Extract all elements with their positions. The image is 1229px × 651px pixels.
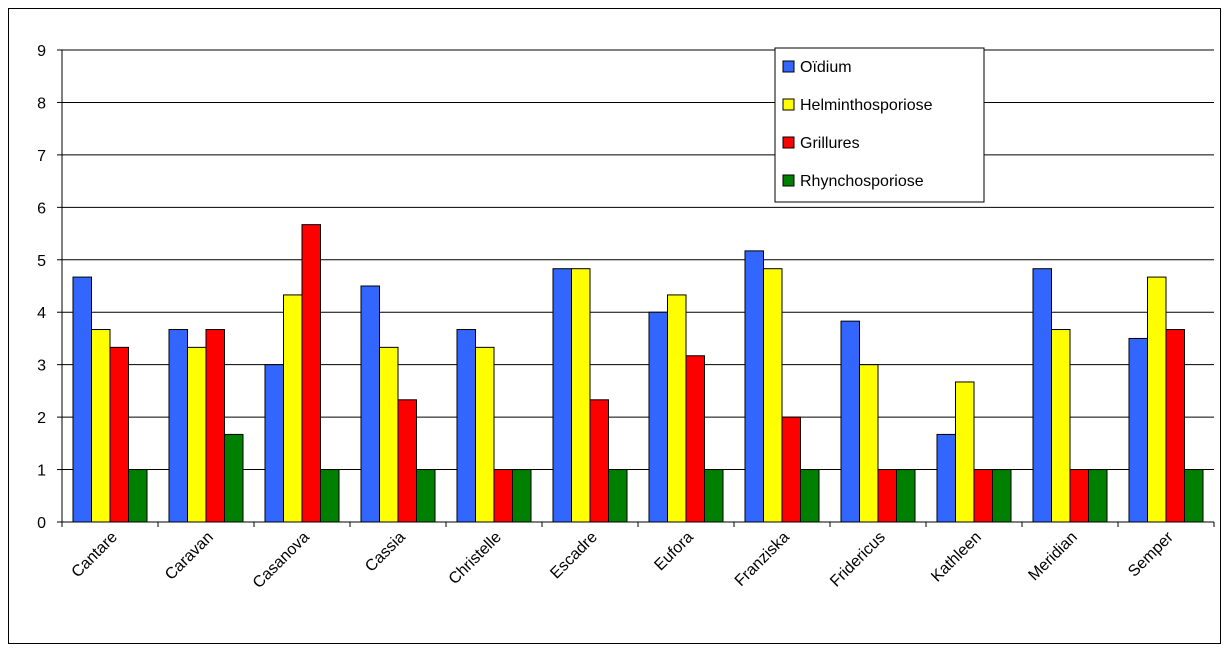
bar xyxy=(1165,329,1185,523)
bar xyxy=(781,416,801,523)
bar xyxy=(648,311,668,523)
y-tick-label: 6 xyxy=(37,200,46,217)
bar xyxy=(1184,469,1204,523)
x-tick-label: Christelle xyxy=(446,529,505,588)
bar xyxy=(91,329,111,523)
x-tick-label: Franziska xyxy=(732,529,793,590)
bar xyxy=(704,469,724,523)
bar xyxy=(800,469,820,523)
bar xyxy=(1088,469,1108,523)
x-tick-label: Fridericus xyxy=(827,529,889,591)
bar xyxy=(1051,329,1071,523)
x-tick-label: Kathleen xyxy=(928,529,985,586)
y-tick-label: 3 xyxy=(37,358,46,375)
y-tick-label: 5 xyxy=(37,253,46,270)
bar xyxy=(493,469,513,523)
legend-label: Rhynchosporiose xyxy=(800,173,924,190)
x-tick-label: Eufora xyxy=(651,529,696,574)
bar xyxy=(667,294,687,523)
bar xyxy=(416,469,436,523)
bar xyxy=(397,399,417,523)
bar xyxy=(840,320,860,523)
legend-box xyxy=(774,47,985,203)
bar xyxy=(744,250,764,523)
bar xyxy=(360,285,380,523)
bar xyxy=(512,469,532,523)
bar xyxy=(379,346,399,523)
bar xyxy=(1032,268,1052,523)
y-tick-label: 0 xyxy=(37,515,46,532)
bar xyxy=(589,399,609,523)
legend-label: Helminthosporiose xyxy=(800,97,933,114)
x-tick-label: Cassia xyxy=(362,529,409,576)
bar xyxy=(301,224,321,523)
bar xyxy=(320,469,340,523)
y-tick-label: 1 xyxy=(37,463,46,480)
bar xyxy=(109,346,129,523)
x-tick-label: Casanova xyxy=(250,529,313,592)
bar xyxy=(168,329,188,523)
bar xyxy=(936,433,956,523)
bar xyxy=(475,346,495,523)
legend-swatch xyxy=(782,60,795,73)
y-tick-label: 9 xyxy=(37,43,46,60)
y-tick-label: 2 xyxy=(37,410,46,427)
bar xyxy=(571,268,591,523)
bar xyxy=(264,364,284,523)
bar xyxy=(859,364,879,523)
chart-frame xyxy=(8,8,1221,644)
bar xyxy=(973,469,993,523)
legend-label: Oïdium xyxy=(800,59,852,76)
bar xyxy=(456,329,476,523)
bar xyxy=(992,469,1012,523)
bar xyxy=(1069,469,1089,523)
bar xyxy=(224,433,244,523)
x-tick-label: Escadre xyxy=(547,529,601,583)
bar xyxy=(955,381,975,523)
bar xyxy=(896,469,916,523)
bar xyxy=(1128,337,1148,523)
bar xyxy=(685,355,705,523)
y-tick-label: 4 xyxy=(37,305,46,322)
bar xyxy=(877,469,897,523)
y-tick-label: 8 xyxy=(37,95,46,112)
legend-label: Grillures xyxy=(800,135,860,152)
bar xyxy=(763,268,783,523)
bar xyxy=(1147,276,1167,523)
x-tick-label: Meridian xyxy=(1025,529,1080,584)
legend-swatch xyxy=(782,174,795,187)
bar xyxy=(205,329,225,523)
y-tick-label: 7 xyxy=(37,148,46,165)
legend-swatch xyxy=(782,98,795,111)
bar xyxy=(72,276,92,523)
x-tick-label: Cantare xyxy=(69,529,121,581)
x-tick-label: Caravan xyxy=(162,529,217,584)
legend-swatch xyxy=(782,136,795,149)
bar xyxy=(608,469,628,523)
bar xyxy=(283,294,303,523)
x-tick-label: Semper xyxy=(1125,528,1177,580)
bar xyxy=(187,346,207,523)
bar xyxy=(128,469,148,523)
bar xyxy=(552,268,572,523)
